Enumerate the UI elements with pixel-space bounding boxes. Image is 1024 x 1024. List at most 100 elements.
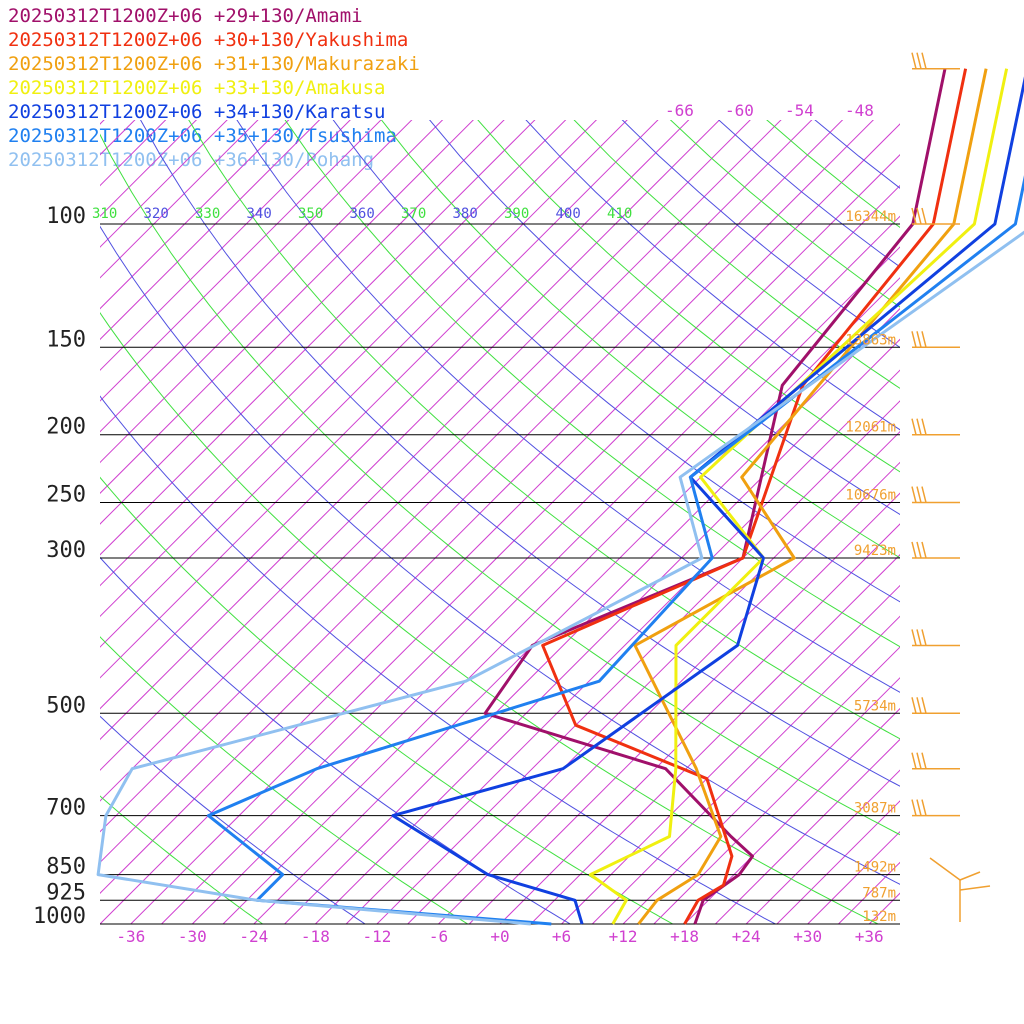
isotherm-line bbox=[100, 120, 444, 464]
wind-barb-flag bbox=[959, 871, 981, 881]
pressure-label: 925 bbox=[46, 880, 86, 905]
isotherm-line bbox=[745, 769, 900, 924]
isotherm-line bbox=[0, 13, 149, 924]
isotherm-line bbox=[438, 461, 900, 924]
pressure-label: 1000 bbox=[33, 904, 86, 929]
pressure-label: 250 bbox=[46, 483, 86, 508]
dry-adiabat-line bbox=[236, 120, 900, 693]
wind-barb bbox=[911, 799, 960, 817]
height-label: 3087m bbox=[854, 801, 896, 817]
wind-barb-flag bbox=[916, 331, 922, 348]
sounding-profiles bbox=[96, 68, 1024, 926]
wind-barb-flag bbox=[959, 885, 991, 891]
isotherm-line bbox=[100, 120, 874, 894]
dry-adiabat-line bbox=[140, 120, 900, 787]
temperature-tick-label: -12 bbox=[362, 927, 391, 946]
isotherm-line bbox=[100, 120, 413, 433]
height-label: 12061m bbox=[845, 420, 896, 436]
isotherm-line bbox=[345, 369, 900, 924]
temperature-tick-label: +6 bbox=[552, 927, 571, 946]
isotherm-line bbox=[0, 13, 57, 924]
temperature-tick-label: -36 bbox=[116, 927, 145, 946]
temperature-tick-label: +0 bbox=[490, 927, 509, 946]
isotherm-line bbox=[0, 13, 88, 924]
legend-entry: 20250312T1200Z+06 +30+130/Yakushima bbox=[8, 29, 409, 51]
dry-adiabat-line bbox=[100, 395, 776, 924]
isotherm-line bbox=[653, 677, 900, 924]
temperature-tick-label: -30 bbox=[178, 927, 207, 946]
pressure-label: 300 bbox=[46, 538, 86, 563]
dry-adiabat-line bbox=[380, 120, 900, 559]
dry-adiabat-line bbox=[100, 225, 900, 885]
theta-label: 390 bbox=[504, 206, 529, 222]
isotherm-line bbox=[530, 554, 900, 924]
wind-barb-flag bbox=[911, 207, 917, 225]
legend-entry: 20250312T1200Z+06 +33+130/Amakusa bbox=[8, 77, 386, 99]
theta-label: 360 bbox=[350, 206, 375, 222]
dry-adiabat-line bbox=[284, 120, 900, 648]
isotherm-line bbox=[899, 923, 900, 924]
dry-adiabat-line bbox=[100, 795, 263, 924]
isotherm-line bbox=[807, 830, 900, 924]
legend-entry: 20250312T1200Z+06 +31+130/Makurazaki bbox=[8, 53, 420, 75]
wind-barb-flag bbox=[916, 52, 922, 69]
isotherm-line bbox=[561, 584, 900, 924]
dry-adiabat-line bbox=[100, 636, 468, 924]
isotherm-line bbox=[684, 707, 900, 924]
isotherm-label: -66 bbox=[665, 101, 694, 120]
wind-barb-flag bbox=[921, 697, 927, 714]
isotherm-line bbox=[868, 892, 900, 924]
pressure-label: 200 bbox=[46, 415, 86, 440]
dry-adiabat-line bbox=[621, 120, 900, 349]
sounding-line bbox=[391, 76, 1024, 925]
pressure-label: 700 bbox=[46, 796, 86, 821]
isotherm-line bbox=[962, 13, 1024, 924]
isotherm-line bbox=[100, 120, 198, 218]
temperature-tick-label: -18 bbox=[301, 927, 330, 946]
isotherm-line bbox=[100, 120, 259, 279]
isotherm-line bbox=[222, 246, 900, 924]
isotherm-line bbox=[100, 120, 813, 833]
axis-labels: 100 16344m 150 13863m 200 12061m 250 10676m 300 9… bbox=[33, 101, 896, 946]
wind-barb-flag bbox=[921, 486, 927, 503]
wind-barb bbox=[911, 752, 960, 770]
dry-adiabat-line bbox=[477, 120, 900, 473]
height-label: 1492m bbox=[854, 860, 896, 876]
wind-barb-flag bbox=[916, 697, 922, 714]
dry-adiabat-line bbox=[188, 120, 900, 740]
legend-entry: 20250312T1200Z+06 +36+130/Pohang bbox=[8, 149, 375, 171]
theta-label: 370 bbox=[401, 206, 426, 222]
pressure-label: 850 bbox=[46, 855, 86, 880]
wind-barbs bbox=[911, 52, 991, 922]
theta-label: 320 bbox=[144, 206, 169, 222]
theta-label: 330 bbox=[195, 206, 220, 222]
wind-barb-flag bbox=[911, 799, 917, 816]
wind-barb-flag bbox=[911, 697, 917, 714]
temperature-tick-label: +30 bbox=[793, 927, 822, 946]
theta-label: 350 bbox=[298, 206, 323, 222]
isotherm-line bbox=[100, 120, 598, 618]
wind-barb bbox=[911, 418, 960, 436]
isotherm-line bbox=[100, 120, 659, 679]
wind-barb-flag bbox=[916, 418, 922, 435]
isotherm-line bbox=[100, 120, 721, 741]
wind-barb-flag bbox=[921, 207, 927, 225]
sounding-line bbox=[483, 68, 947, 925]
legend-entry: 20250312T1200Z+06 +34+130/Karatsu bbox=[8, 101, 386, 123]
isotherm-line bbox=[499, 523, 900, 924]
wind-barb bbox=[911, 486, 960, 504]
wind-barb-flag bbox=[916, 541, 922, 559]
wind-barb bbox=[911, 207, 960, 225]
wind-barb-flag bbox=[911, 52, 917, 69]
isotherm-line bbox=[100, 123, 900, 924]
sounding-line bbox=[96, 230, 1024, 926]
isotherm-line bbox=[100, 120, 505, 525]
isotherm-line bbox=[0, 13, 180, 924]
theta-label: 380 bbox=[453, 206, 478, 222]
legend-entry: 20250312T1200Z+06 +29+130/Amami bbox=[8, 5, 363, 27]
dry-adiabat-line bbox=[573, 120, 900, 389]
isotherm-line bbox=[100, 120, 290, 310]
wind-barb-flag bbox=[916, 752, 922, 769]
pressure-label: 500 bbox=[46, 693, 86, 718]
